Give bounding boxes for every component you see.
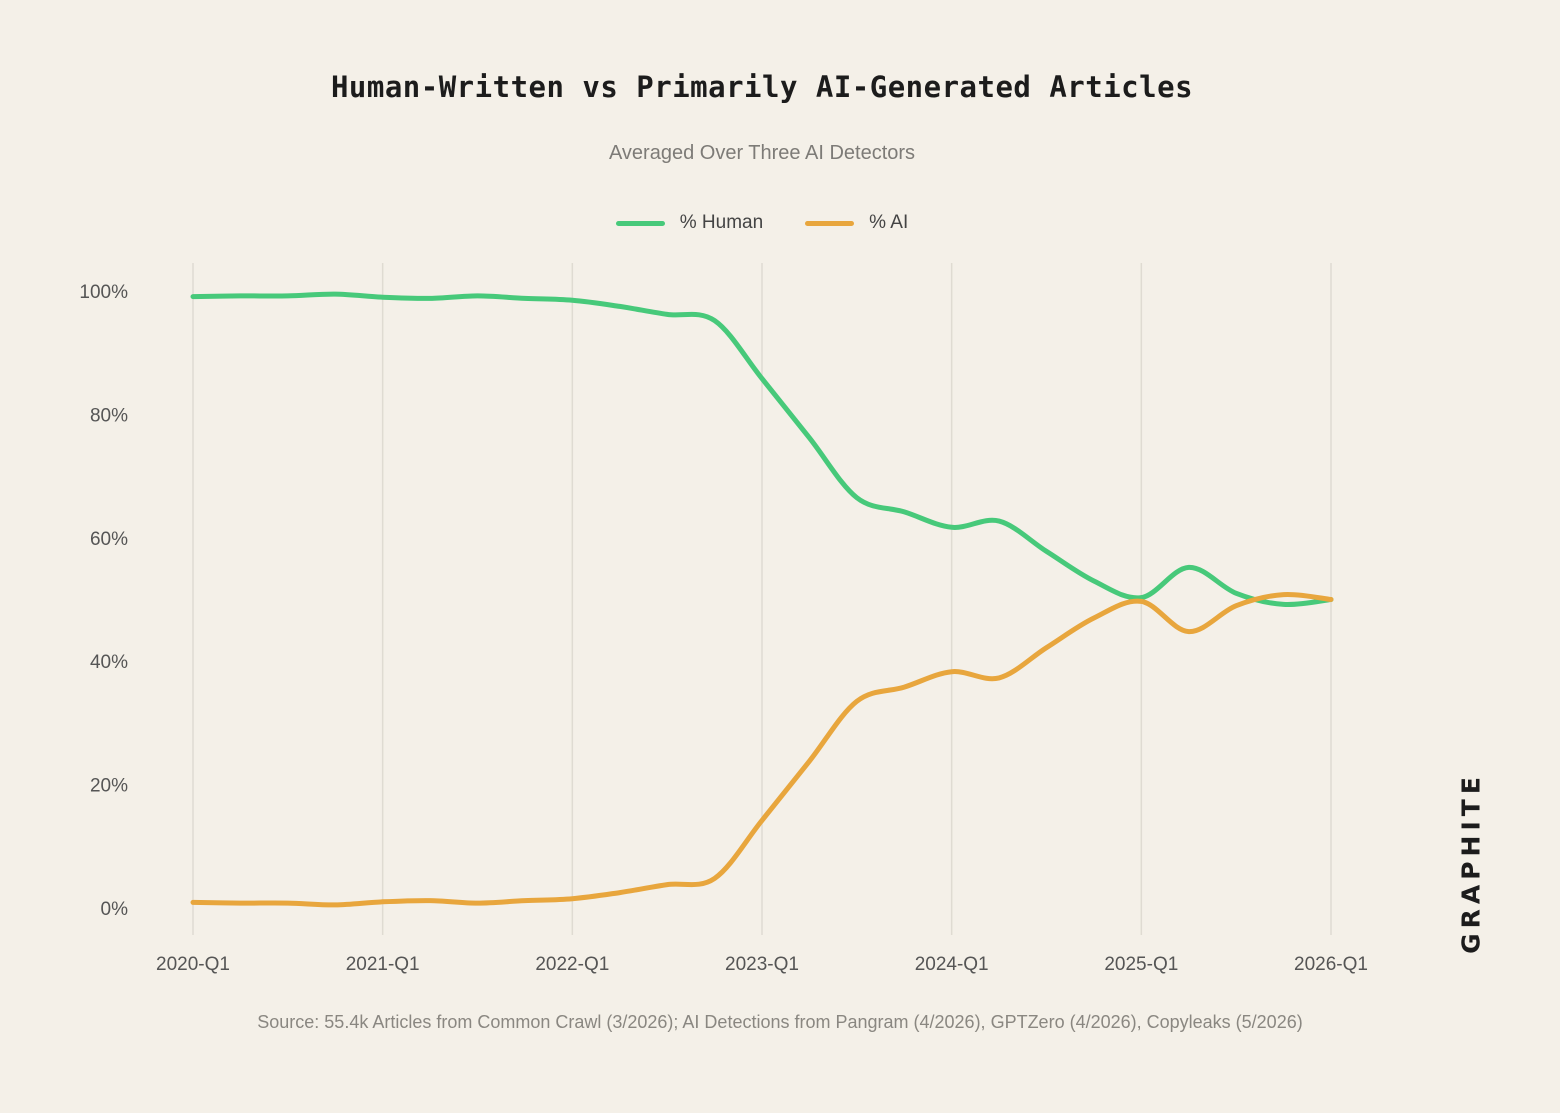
x-axis: 2020-Q1 2021-Q1 2022-Q1 2023-Q1 2024-Q1 2025-… [156, 954, 1368, 975]
y-tick-label-0%: 0% [101, 899, 129, 920]
y-tick-label-60%: 60% [90, 529, 128, 550]
legend-swatch-ai [805, 220, 855, 226]
source-note: Source: 55.4k Articles from Common Crawl… [257, 1012, 1303, 1032]
y-tick-label-100%: 100% [79, 282, 128, 303]
series-line-ai [190, 591, 1334, 908]
x-tick-label-2022-Q1: 2022-Q1 [535, 954, 609, 975]
x-tick-label-2026-Q1: 2026-Q1 [1294, 954, 1368, 975]
x-tick-label-2024-Q1: 2024-Q1 [915, 954, 989, 975]
legend-label-ai: % AI [869, 212, 909, 233]
chart-title: Human-Written vs Primarily AI-Generated … [330, 70, 1194, 104]
series-line-human [190, 291, 1334, 608]
x-tick-label-2020-Q1: 2020-Q1 [156, 954, 230, 975]
grid-lines [192, 263, 1332, 935]
y-tick-label-40%: 40% [90, 652, 128, 673]
legend-label-human: % Human [679, 212, 764, 233]
x-tick-label-2021-Q1: 2021-Q1 [346, 954, 420, 975]
x-tick-label-2025-Q1: 2025-Q1 [1104, 954, 1178, 975]
chart-subtitle: Averaged Over Three AI Detectors [608, 142, 916, 164]
legend-swatch-human [615, 220, 665, 226]
y-tick-label-20%: 20% [90, 776, 128, 797]
graphite-logo: GRAPHITE [1456, 772, 1486, 954]
legend: % Human % AI [0, 212, 1524, 234]
legend-item-human: % Human [615, 212, 764, 234]
y-tick-label-80%: 80% [90, 405, 128, 426]
y-axis: 0% 20% 40% 60% 80% 100% [79, 282, 128, 920]
x-tick-label-2023-Q1: 2023-Q1 [725, 954, 799, 975]
legend-item-ai: % AI [805, 212, 908, 234]
series-lines [190, 291, 1334, 908]
